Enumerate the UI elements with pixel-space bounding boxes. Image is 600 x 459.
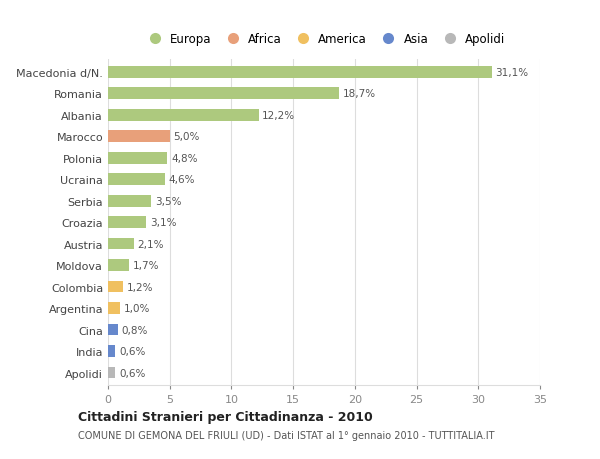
Text: 1,2%: 1,2%: [127, 282, 153, 292]
Bar: [108, 217, 146, 229]
Text: 2,1%: 2,1%: [137, 239, 164, 249]
Bar: [108, 110, 259, 121]
Text: 5,0%: 5,0%: [173, 132, 200, 142]
Bar: [108, 324, 118, 336]
Bar: [108, 195, 151, 207]
Text: 4,8%: 4,8%: [171, 153, 197, 163]
Bar: [108, 174, 165, 185]
Bar: [108, 367, 115, 379]
Text: 3,5%: 3,5%: [155, 196, 181, 206]
Bar: [108, 238, 134, 250]
Text: 1,0%: 1,0%: [124, 303, 151, 313]
Bar: [108, 302, 121, 314]
Text: 0,6%: 0,6%: [119, 346, 145, 356]
Text: 4,6%: 4,6%: [169, 175, 195, 185]
Bar: [108, 260, 129, 271]
Bar: [108, 88, 339, 100]
Text: 0,8%: 0,8%: [122, 325, 148, 335]
Text: Cittadini Stranieri per Cittadinanza - 2010: Cittadini Stranieri per Cittadinanza - 2…: [78, 410, 373, 423]
Bar: [108, 67, 492, 78]
Bar: [108, 345, 115, 357]
Legend: Europa, Africa, America, Asia, Apolidi: Europa, Africa, America, Asia, Apolidi: [143, 33, 505, 46]
Bar: [108, 152, 167, 164]
Bar: [108, 281, 123, 293]
Text: COMUNE DI GEMONA DEL FRIULI (UD) - Dati ISTAT al 1° gennaio 2010 - TUTTITALIA.IT: COMUNE DI GEMONA DEL FRIULI (UD) - Dati …: [78, 431, 494, 440]
Text: 31,1%: 31,1%: [496, 67, 529, 78]
Text: 1,7%: 1,7%: [133, 261, 159, 270]
Text: 3,1%: 3,1%: [150, 218, 176, 228]
Bar: [108, 131, 170, 143]
Text: 0,6%: 0,6%: [119, 368, 145, 378]
Text: 18,7%: 18,7%: [343, 89, 376, 99]
Text: 12,2%: 12,2%: [262, 111, 295, 120]
